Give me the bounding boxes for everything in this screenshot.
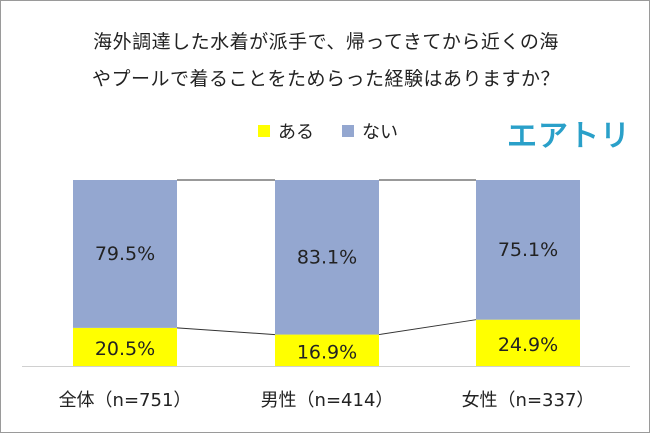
legend-item-yes: ある xyxy=(258,118,314,144)
bar-no-1 xyxy=(275,180,379,335)
chart-title-line-1: 海外調達した水着が派手で、帰ってきてから近くの海 xyxy=(93,31,559,53)
legend-label-yes: ある xyxy=(278,122,314,143)
bar-no-0 xyxy=(73,180,177,328)
brand-logo: エアトリ xyxy=(507,119,631,154)
bar-no-2 xyxy=(476,180,580,320)
category-label-0: 全体（n=751） xyxy=(59,390,192,411)
bar-yes-2 xyxy=(476,319,580,366)
data-label-yes-1: 16.9% xyxy=(297,341,357,363)
chart-title-line-2: やプールで着ることをためらった経験はありますか？ xyxy=(91,68,560,90)
bar-yes-0 xyxy=(73,327,177,366)
data-label-no-2: 75.1% xyxy=(498,239,558,261)
legend-label-no: ない xyxy=(362,122,398,143)
legend-swatch-no xyxy=(342,125,354,137)
legend: ある ない xyxy=(258,118,426,144)
category-label-1: 男性（n=414） xyxy=(261,390,394,411)
legend-swatch-yes xyxy=(258,125,270,137)
category-label-2: 女性（n=337） xyxy=(462,390,595,411)
series-line-yes-1 xyxy=(378,319,477,336)
data-label-yes-2: 24.9% xyxy=(498,334,558,356)
data-label-no-0: 79.5% xyxy=(95,243,155,265)
legend-item-no: ない xyxy=(342,118,398,144)
data-label-no-1: 83.1% xyxy=(297,246,357,268)
bar-yes-1 xyxy=(275,334,379,366)
series-line-yes-0 xyxy=(176,327,276,336)
data-label-yes-0: 20.5% xyxy=(95,338,155,360)
